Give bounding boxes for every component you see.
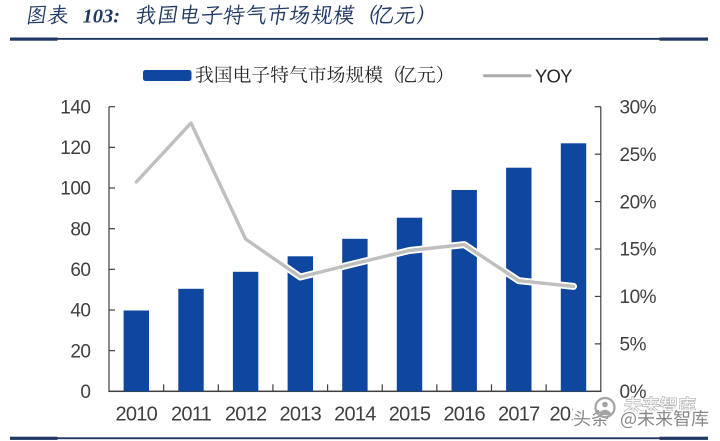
svg-text:100: 100 xyxy=(60,179,90,200)
svg-text:140: 140 xyxy=(60,97,90,118)
svg-text:10%: 10% xyxy=(620,287,657,308)
svg-text:0%: 0% xyxy=(620,382,647,403)
svg-text:2012: 2012 xyxy=(225,404,267,426)
svg-text:30%: 30% xyxy=(620,97,657,118)
svg-text:20%: 20% xyxy=(620,192,657,213)
svg-text:20: 20 xyxy=(70,341,90,362)
svg-text:2015: 2015 xyxy=(389,404,431,426)
svg-text:2013: 2013 xyxy=(280,404,322,426)
svg-text:5%: 5% xyxy=(620,335,647,356)
svg-text:60: 60 xyxy=(70,260,90,281)
svg-text:103:: 103: xyxy=(83,6,121,28)
svg-text:80: 80 xyxy=(70,219,90,240)
svg-text:YOY: YOY xyxy=(535,65,572,86)
svg-text:15%: 15% xyxy=(620,240,657,261)
svg-text:2016: 2016 xyxy=(443,404,485,426)
svg-text:40: 40 xyxy=(70,301,90,322)
svg-text:120: 120 xyxy=(60,138,90,159)
svg-text:2017: 2017 xyxy=(498,404,540,426)
svg-text:2014: 2014 xyxy=(334,404,376,426)
svg-text:2011: 2011 xyxy=(171,404,212,426)
svg-text:2010: 2010 xyxy=(116,404,158,426)
svg-text:25%: 25% xyxy=(620,145,657,166)
svg-text:0: 0 xyxy=(80,382,90,403)
